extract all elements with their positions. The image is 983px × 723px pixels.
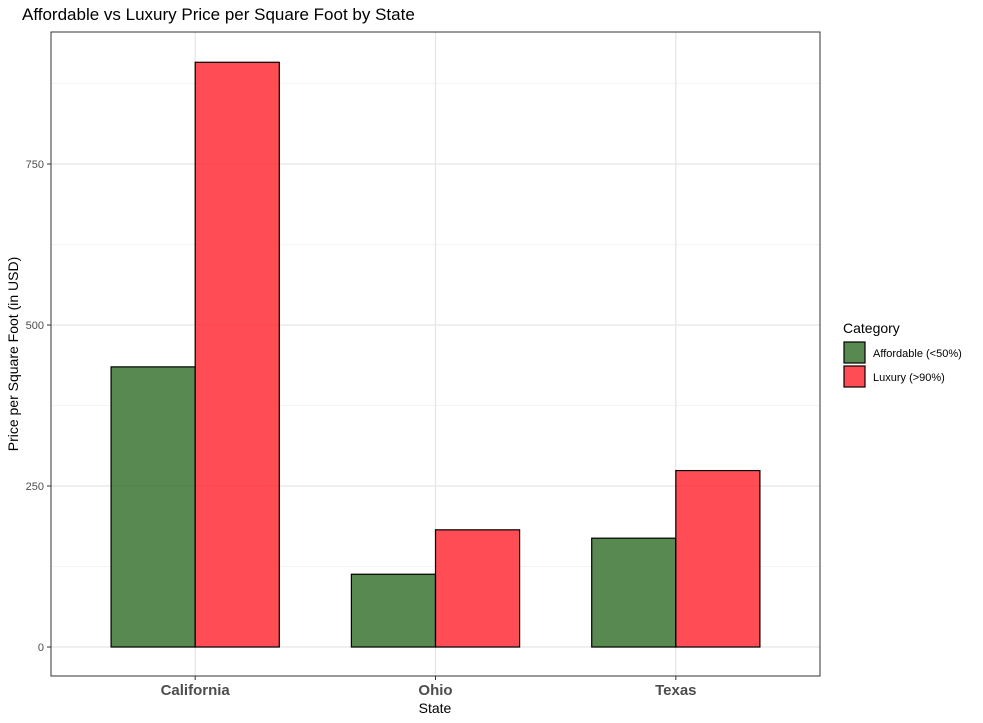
bars [110, 61, 761, 648]
bar-ohio-luxury [434, 529, 521, 648]
x-axis-ticks: California Ohio Texas [161, 676, 697, 699]
bar-texas-luxury [675, 469, 761, 648]
y-tick-label: 0 [38, 642, 44, 654]
y-tick-label: 750 [26, 159, 44, 171]
legend-label: Affordable (<50%) [873, 348, 962, 360]
legend-label: Luxury (>90%) [873, 372, 945, 384]
x-axis-label: State [419, 700, 452, 716]
legend: Category Affordable (<50%) Luxury (>90%) [843, 320, 962, 388]
chart-title: Affordable vs Luxury Price per Square Fo… [22, 5, 415, 24]
x-tick-label: California [161, 682, 231, 699]
bar-texas-affordable [591, 537, 677, 648]
y-tick-label: 250 [26, 481, 44, 493]
bar-california-affordable [110, 366, 196, 648]
legend-title: Category [843, 320, 900, 336]
x-tick-label: Ohio [418, 682, 452, 699]
y-tick-label: 500 [26, 320, 44, 332]
x-tick-label: Texas [655, 682, 696, 699]
bar-california-luxury [194, 61, 280, 648]
legend-key [843, 341, 866, 364]
y-axis-ticks: 0 250 500 750 [26, 159, 51, 654]
bar-ohio-affordable [350, 573, 437, 648]
y-axis-label: Price per Square Foot (in USD) [5, 257, 21, 452]
legend-key [843, 365, 866, 388]
